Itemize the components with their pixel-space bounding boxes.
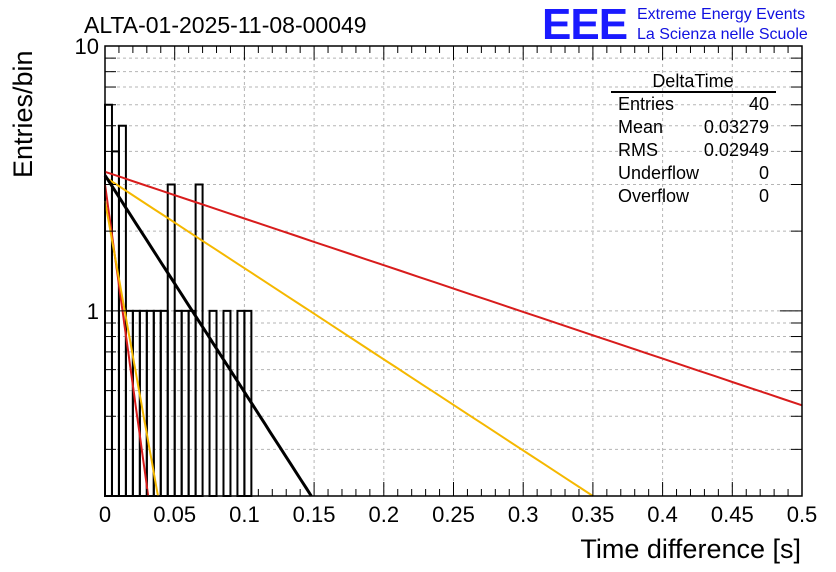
- x-tick-label: 0.35: [571, 502, 614, 527]
- x-tick-label: 0.5: [787, 502, 818, 527]
- histogram-bar: [180, 309, 190, 497]
- stats-label: RMS: [618, 140, 658, 160]
- x-tick-label: 0.4: [647, 502, 678, 527]
- fit-long-yellow: [104, 176, 594, 497]
- stats-value: 0.03279: [704, 117, 769, 137]
- stats-label: Overflow: [618, 186, 690, 206]
- stats-title: DeltaTime: [652, 71, 733, 91]
- x-tick-label: 0: [99, 502, 111, 527]
- x-tick-label: 0.05: [153, 502, 196, 527]
- y-tick-label: 10: [75, 34, 99, 59]
- stats-value: 0: [759, 163, 769, 183]
- x-tick-label: 0.45: [711, 502, 754, 527]
- brand-line-2: La Scienza nelle Scuole: [637, 26, 808, 43]
- brand-line-1: Extreme Energy Events: [637, 6, 805, 23]
- y-axis-label: Entries/bin: [8, 50, 38, 178]
- x-tick-label: 0.25: [432, 502, 475, 527]
- fit-long-red: [104, 170, 803, 407]
- y-tick-label: 1: [87, 299, 99, 324]
- grid: [105, 46, 802, 496]
- eee-logo: EEE: [542, 0, 627, 49]
- chart-title: ALTA-01-2025-11-08-00049: [84, 12, 367, 38]
- stats-label: Underflow: [618, 163, 700, 183]
- histogram-bar: [159, 309, 169, 497]
- histogram-bar: [236, 309, 246, 497]
- x-tick-labels: 0 0.05 0.1 0.15 0.2 0.25 0.3 0.35 0.4 0.45 0.5: [99, 502, 817, 527]
- x-tick-label: 0.1: [229, 502, 260, 527]
- stats-box: DeltaTime Entries 40 Mean 0.03279 RMS 0.…: [611, 71, 776, 206]
- fit-curves: [103, 170, 803, 497]
- histogram-bar: [187, 309, 197, 497]
- stats-label: Mean: [618, 117, 663, 137]
- stats-value: 40: [749, 94, 769, 114]
- eee-branding: EEE Extreme Energy Events La Scienza nel…: [542, 0, 808, 49]
- x-tick-label: 0.3: [508, 502, 539, 527]
- histogram-bars: [104, 103, 253, 498]
- x-tick-label: 0.2: [369, 502, 400, 527]
- stats-label: Entries: [618, 94, 674, 114]
- histogram-bar: [131, 309, 141, 497]
- fit-short-yellow: [104, 200, 159, 497]
- x-axis-label: Time difference [s]: [580, 534, 801, 564]
- y-tick-labels: 1 10: [75, 34, 99, 324]
- axis-ticks: [104, 45, 803, 497]
- histogram-bar: [104, 103, 113, 497]
- fit-black: [103, 174, 313, 497]
- stats-value: 0.02949: [704, 140, 769, 160]
- stats-value: 0: [759, 186, 769, 206]
- x-tick-label: 0.15: [293, 502, 336, 527]
- histogram-bar: [110, 150, 120, 498]
- histogram-bar: [152, 309, 162, 497]
- histogram-bar: [222, 309, 232, 497]
- histogram-bar: [173, 309, 183, 497]
